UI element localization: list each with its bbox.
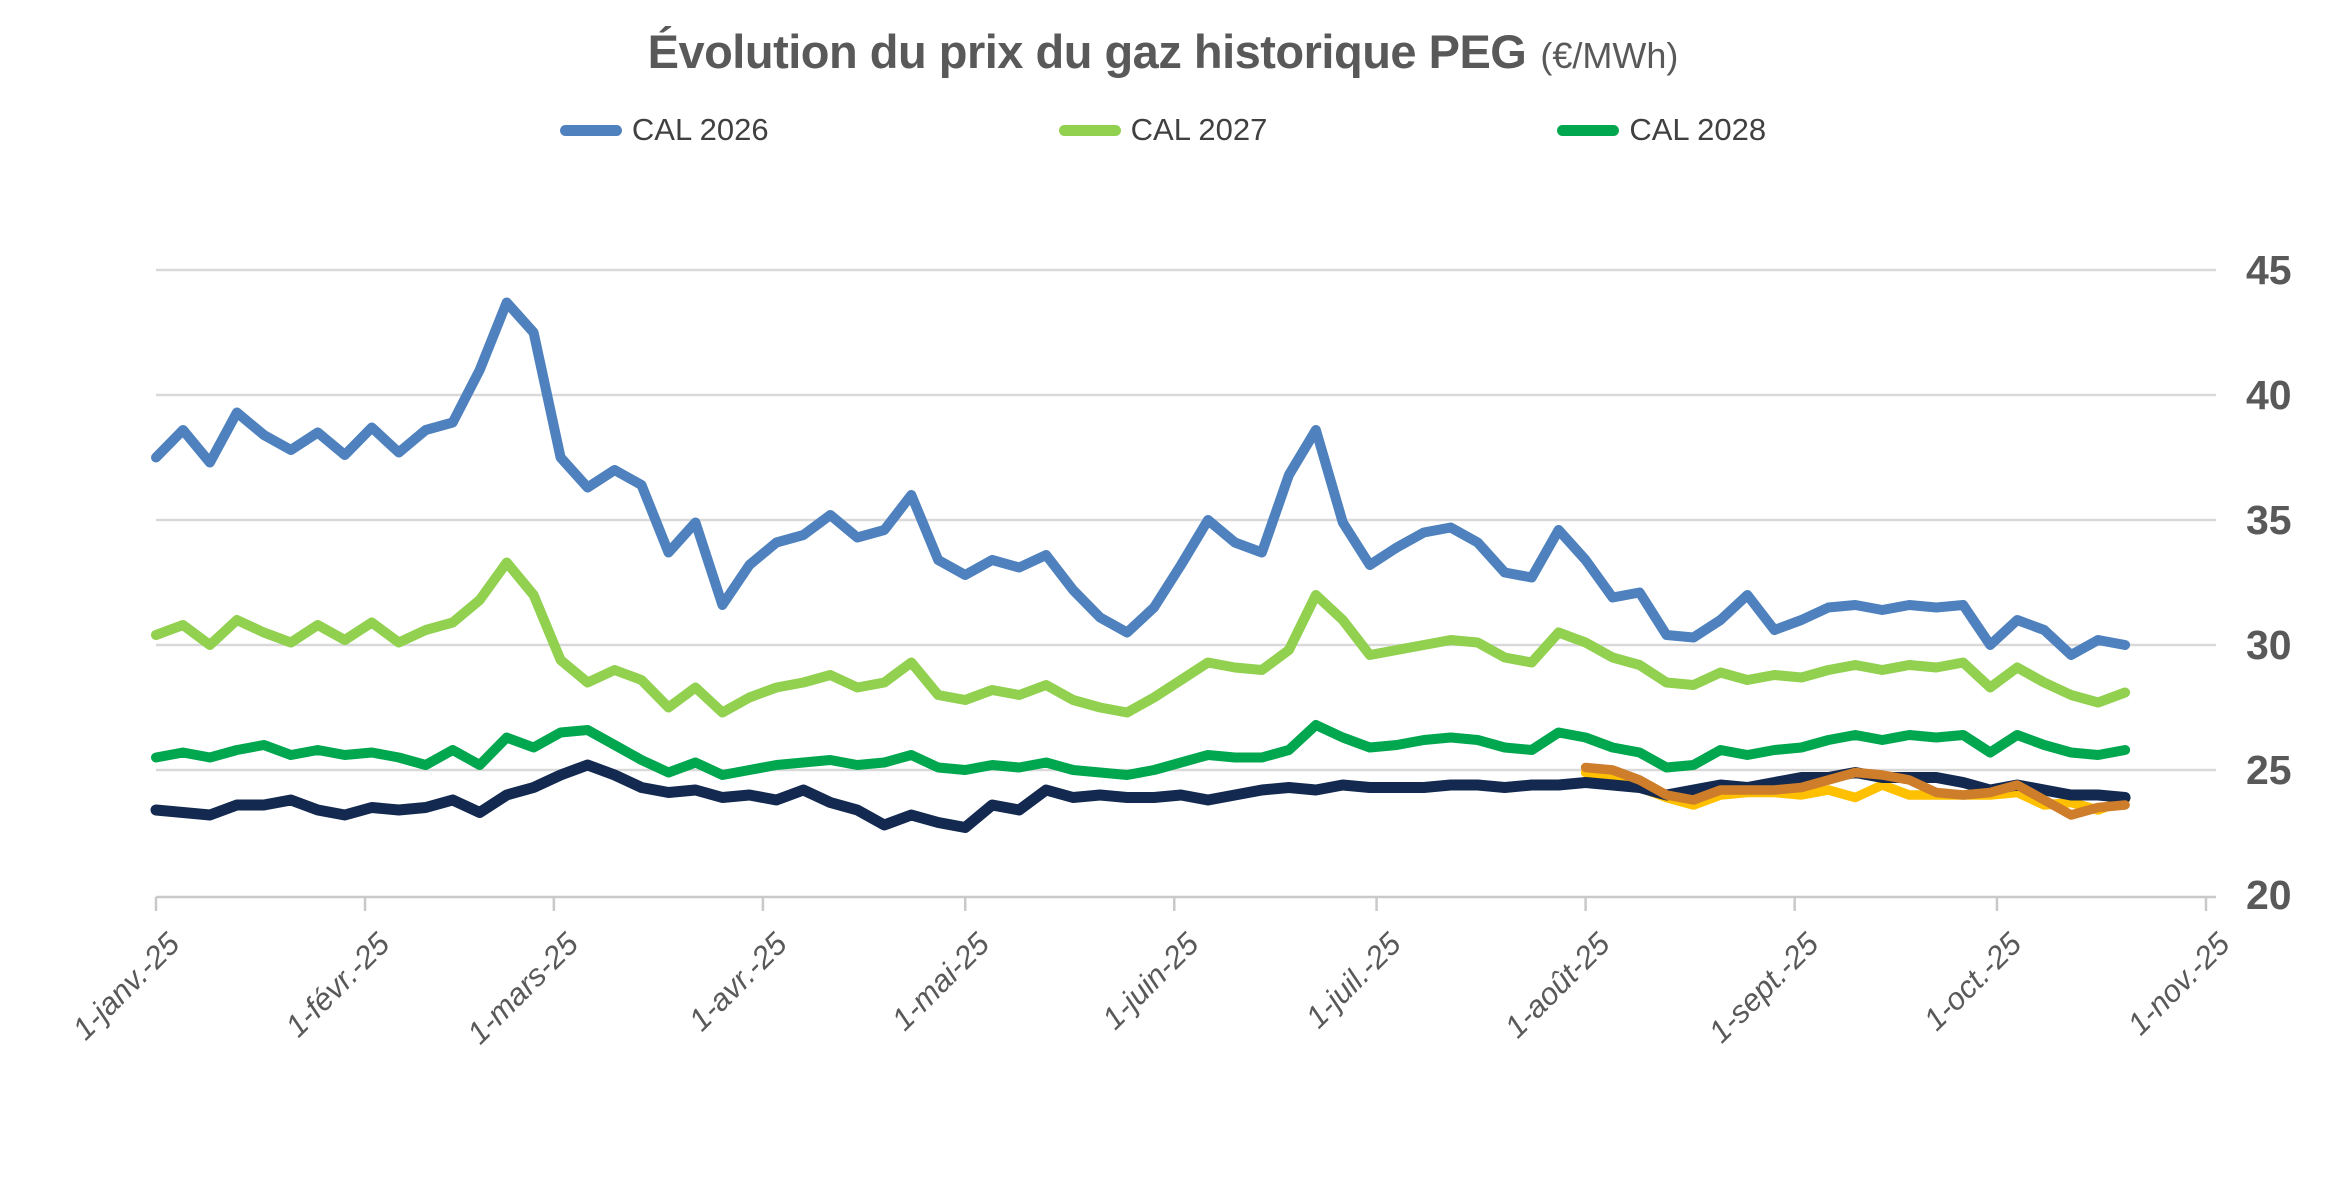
y-axis-label: 25: [2246, 747, 2292, 793]
series-line-cal-2028: [151, 720, 2131, 780]
chart-title-unit: (€/MWh): [1540, 35, 1679, 76]
chart-title: Évolution du prix du gaz historique PEG (…: [0, 24, 2326, 79]
legend-label-cal-2028: CAL 2028: [1629, 112, 1767, 147]
legend-item-cal-2028: CAL 2028: [1557, 112, 1766, 148]
y-axis-label: 30: [2246, 622, 2292, 668]
series-line-cal-2026: [151, 297, 2131, 660]
y-axis-label: 40: [2246, 372, 2292, 418]
y-axis-label: 20: [2246, 872, 2292, 918]
legend-label-cal-2026: CAL 2026: [631, 112, 769, 147]
legend-item-cal-2027: CAL 2027: [1058, 112, 1268, 148]
legend-swatch-cal-2026-icon: [559, 124, 622, 136]
chart-legend: CAL 2026 CAL 2027 CAL 2028: [0, 112, 2326, 148]
series-line: [1580, 762, 2130, 820]
series-line: [150, 759, 2131, 833]
y-axis-label: 45: [2246, 247, 2292, 293]
legend-swatch-cal-2028-icon: [1557, 124, 1620, 136]
legend-label-cal-2027: CAL 2027: [1130, 112, 1268, 147]
y-axis-label: 35: [2246, 497, 2292, 543]
chart-title-text: Évolution du prix du gaz historique PEG: [647, 25, 1527, 78]
legend-item-cal-2026: CAL 2026: [559, 112, 769, 148]
series-line-cal-2027: [151, 557, 2131, 718]
legend-swatch-cal-2027-icon: [1058, 124, 1121, 136]
